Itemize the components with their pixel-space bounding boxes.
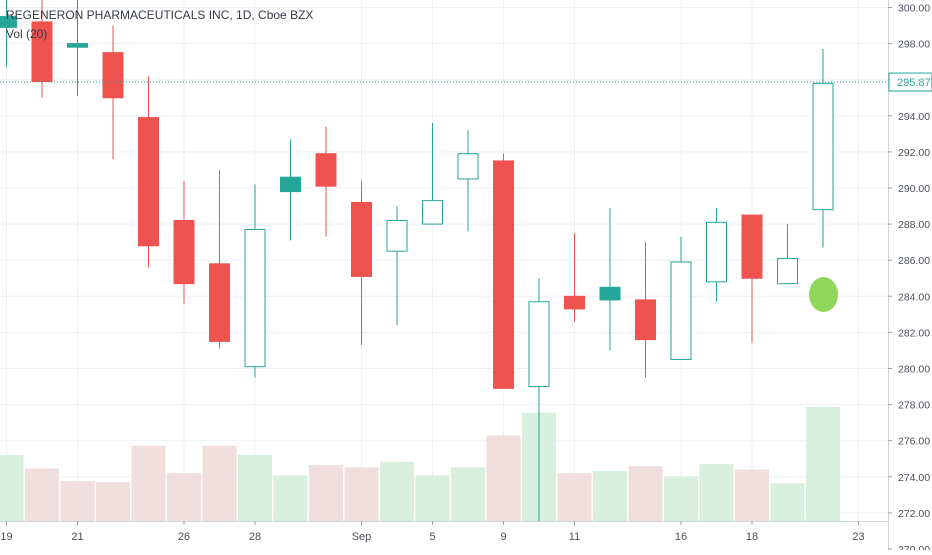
candle-body xyxy=(422,200,443,225)
price-tick-label: 280.00 xyxy=(898,364,930,376)
price-tick-label: 286.00 xyxy=(898,255,930,267)
time-tick-label: 11 xyxy=(569,531,580,543)
candle-body xyxy=(741,214,763,279)
volume-bar xyxy=(486,435,521,521)
price-tick-label: 292.00 xyxy=(898,147,930,159)
volume-bar xyxy=(202,445,237,521)
volume-bar xyxy=(593,470,627,521)
volume-bar xyxy=(167,473,201,521)
last-price-label-box xyxy=(888,72,932,92)
time-tick-label: 18 xyxy=(746,531,758,543)
price-tick-label: 298.00 xyxy=(898,39,930,51)
candle-body xyxy=(635,299,656,341)
time-axis-background xyxy=(0,522,888,550)
candle-body xyxy=(528,301,550,388)
volume-bar xyxy=(131,445,166,521)
candle-body xyxy=(67,43,88,48)
volume-bar xyxy=(628,466,663,521)
price-tick-label: 288.00 xyxy=(898,219,930,231)
candle-body xyxy=(280,176,301,193)
volume-bar xyxy=(273,475,308,521)
candle-body xyxy=(173,219,195,285)
time-tick-label: 19 xyxy=(0,531,12,543)
candle-body xyxy=(812,82,834,211)
candle-body xyxy=(0,16,17,28)
price-tick-label: 282.00 xyxy=(898,327,930,339)
time-tick-label: 9 xyxy=(500,531,506,543)
price-tick-label: 278.00 xyxy=(898,400,930,412)
candle-body xyxy=(209,263,230,342)
volume-bar xyxy=(557,473,592,521)
candle-body xyxy=(706,221,727,283)
time-tick-label: 28 xyxy=(249,531,261,543)
price-tick-label: 290.00 xyxy=(898,183,930,195)
candle-body xyxy=(138,117,159,247)
volume-bar xyxy=(664,476,698,521)
volume-bar xyxy=(451,467,485,521)
price-tick-label: 270.00 xyxy=(898,544,930,550)
time-tick-label: Sep xyxy=(352,531,372,543)
candle-body xyxy=(493,160,514,389)
candle-body xyxy=(670,261,692,360)
candle-body xyxy=(102,52,124,99)
volume-bar xyxy=(806,407,840,521)
chart-title: REGENERON PHARMACEUTICALS INC, 1D, Cboe … xyxy=(6,8,314,22)
volume-bar xyxy=(309,465,343,521)
time-tick-label: 16 xyxy=(675,531,687,543)
candle-body xyxy=(315,153,337,187)
volume-bar xyxy=(25,468,59,521)
candle-body xyxy=(777,257,798,285)
volume-bar xyxy=(238,454,272,521)
candle-body xyxy=(244,229,266,368)
price-tick-label: 272.00 xyxy=(898,508,930,520)
candles xyxy=(0,0,834,522)
volume-bars xyxy=(0,407,840,521)
last-price-label: 295.87 xyxy=(897,77,931,89)
volume-bar xyxy=(380,461,414,521)
volume-bar xyxy=(699,464,734,521)
volume-bar xyxy=(60,481,95,521)
volume-bar xyxy=(735,469,769,521)
candle-body xyxy=(457,153,479,180)
price-tick-label: 294.00 xyxy=(898,111,930,123)
time-tick-label: 21 xyxy=(71,531,83,543)
candle-body xyxy=(386,219,408,252)
volume-bar xyxy=(415,475,450,521)
price-tick-label: 274.00 xyxy=(898,472,930,484)
price-tick-label: 276.00 xyxy=(898,436,930,448)
price-tick-label: 300.00 xyxy=(898,3,930,15)
price-scale-background xyxy=(888,0,932,550)
marker xyxy=(809,276,838,312)
volume-indicator-label: Vol (20) xyxy=(6,27,48,41)
green-circle-marker xyxy=(809,276,838,312)
time-tick-label: 5 xyxy=(429,531,435,543)
volume-bar xyxy=(0,454,24,521)
volume-bar xyxy=(96,482,130,521)
candle-body xyxy=(599,286,621,301)
price-tick-label: 284.00 xyxy=(898,291,930,303)
volume-bar xyxy=(770,483,805,521)
candle-body xyxy=(31,21,53,83)
time-tick-label: 26 xyxy=(178,531,190,543)
time-tick-label: 23 xyxy=(852,531,864,543)
candle-body xyxy=(351,201,372,277)
candle-body xyxy=(564,295,585,310)
volume-bar xyxy=(344,467,379,521)
